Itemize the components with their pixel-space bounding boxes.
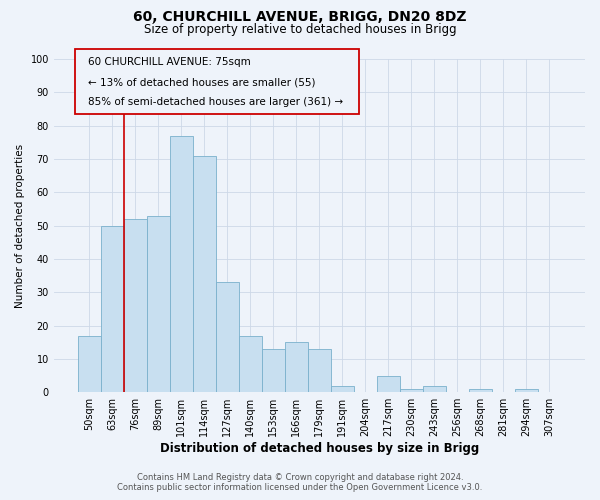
Bar <box>216 282 239 392</box>
Text: Size of property relative to detached houses in Brigg: Size of property relative to detached ho… <box>143 22 457 36</box>
Bar <box>400 389 423 392</box>
Bar <box>469 389 492 392</box>
Bar <box>193 156 216 392</box>
Bar <box>377 376 400 392</box>
FancyBboxPatch shape <box>75 49 359 114</box>
Text: 85% of semi-detached houses are larger (361) →: 85% of semi-detached houses are larger (… <box>88 98 343 108</box>
Bar <box>147 216 170 392</box>
Text: 60, CHURCHILL AVENUE, BRIGG, DN20 8DZ: 60, CHURCHILL AVENUE, BRIGG, DN20 8DZ <box>133 10 467 24</box>
X-axis label: Distribution of detached houses by size in Brigg: Distribution of detached houses by size … <box>160 442 479 455</box>
Bar <box>170 136 193 392</box>
Bar <box>262 349 285 392</box>
Bar <box>101 226 124 392</box>
Bar <box>78 336 101 392</box>
Text: 60 CHURCHILL AVENUE: 75sqm: 60 CHURCHILL AVENUE: 75sqm <box>88 58 251 68</box>
Bar <box>239 336 262 392</box>
Text: Contains HM Land Registry data © Crown copyright and database right 2024.
Contai: Contains HM Land Registry data © Crown c… <box>118 473 482 492</box>
Bar <box>124 219 147 392</box>
Y-axis label: Number of detached properties: Number of detached properties <box>15 144 25 308</box>
Text: ← 13% of detached houses are smaller (55): ← 13% of detached houses are smaller (55… <box>88 78 316 88</box>
Bar <box>308 349 331 392</box>
Bar <box>423 386 446 392</box>
Bar <box>285 342 308 392</box>
Bar <box>515 389 538 392</box>
Bar <box>331 386 354 392</box>
